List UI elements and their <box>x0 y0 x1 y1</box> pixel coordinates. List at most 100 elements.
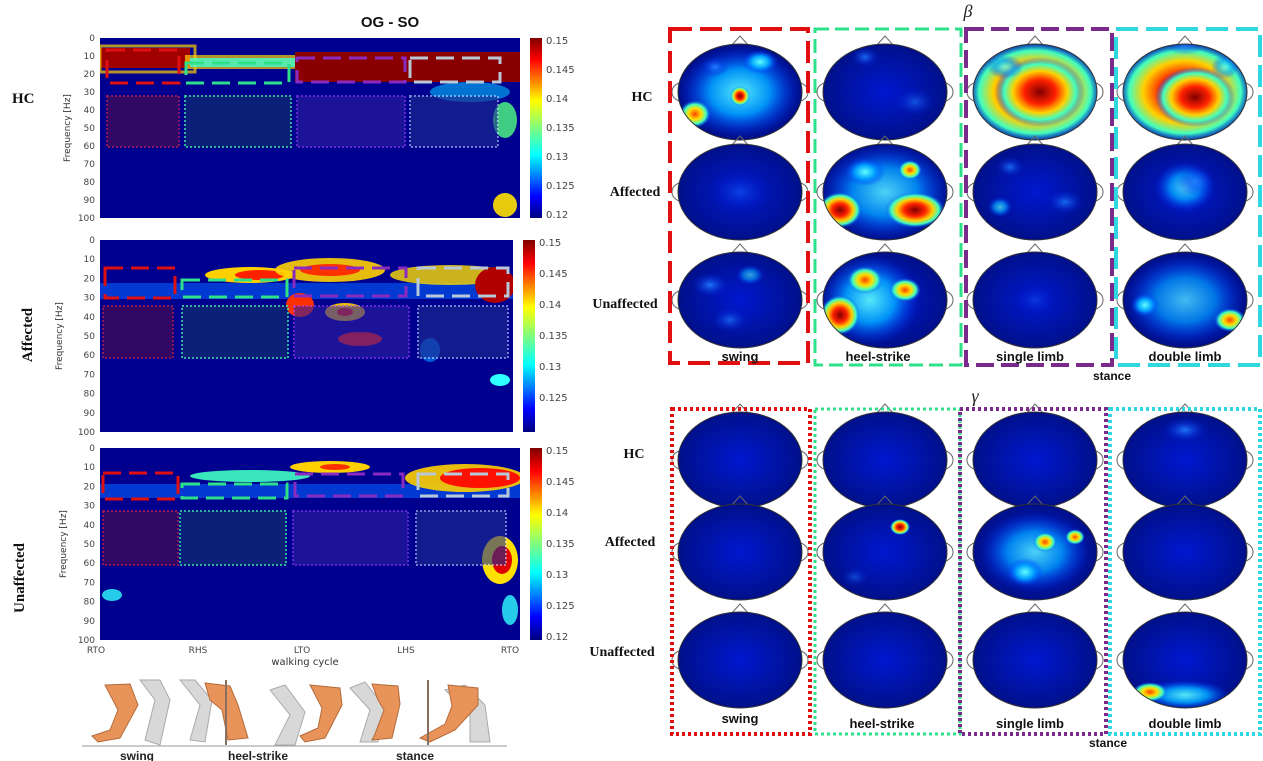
topo-row-hc-beta: HC <box>632 90 653 105</box>
freq-tick-label: 30 <box>84 88 96 98</box>
topo-row-affected-beta: Affected <box>610 185 661 200</box>
gamma-topomap-hc-2 <box>966 403 1104 509</box>
colorbar-unaffected <box>530 448 542 640</box>
gamma-topomap-hc-3 <box>1116 403 1254 509</box>
beta-topomap-unaffected-1 <box>816 243 954 349</box>
freq-tick-label: 10 <box>84 52 96 62</box>
gamma-phase-double-limb: double limb <box>1149 716 1222 731</box>
gamma-phase-single-limb: single limb <box>996 716 1064 731</box>
beta-topomap-unaffected-3 <box>1116 243 1254 349</box>
gamma-frame-swing <box>670 407 812 736</box>
gamma-topomap-affected-3 <box>1116 495 1254 601</box>
walking-cycle-tick-label: LTO <box>294 646 310 656</box>
gamma-topomap-hc-1 <box>816 403 954 509</box>
beta-frame-double-limb <box>1114 27 1262 367</box>
freq-tick-label: 30 <box>84 502 96 512</box>
gamma-frame-single-limb <box>958 407 1108 736</box>
freq-tick-label: 50 <box>84 540 96 550</box>
gamma-topomap-hc-0 <box>671 403 809 509</box>
gamma-topomap-unaffected-0 <box>671 603 809 709</box>
gamma-topomap-affected-2 <box>966 495 1104 601</box>
walking-cycle-tick-label: LHS <box>397 646 415 656</box>
colorbar-tick-label: 0.15 <box>546 36 568 47</box>
freq-tick-label: 30 <box>84 294 96 304</box>
spectrogram-hc-yticks: 0 10 20 30 40 50 60 70 80 90 100 <box>78 34 95 224</box>
gamma-topomap-affected-1 <box>816 495 954 601</box>
gamma-phase-swing: swing <box>722 711 759 726</box>
beta-phase-swing: swing <box>722 349 759 364</box>
beta-frame-single-limb <box>964 27 1114 367</box>
freq-tick-label: 90 <box>84 409 96 419</box>
freq-tick-label: 0 <box>89 444 95 454</box>
beta-frame-swing <box>668 27 810 365</box>
freq-tick-label: 50 <box>84 124 96 134</box>
gamma-symbol: γ <box>971 386 979 406</box>
freq-tick-label: 10 <box>84 463 96 473</box>
spectrogram-unaffected-yticks: 0 10 20 30 40 50 60 70 80 90 100 <box>78 444 95 646</box>
colorbar-hc-ticks: 0.15 0.145 0.14 0.135 0.13 0.125 0.12 <box>546 36 575 221</box>
row-label-unaffected: Unaffected <box>12 542 28 613</box>
freq-tick-label: 40 <box>84 106 96 116</box>
freq-tick-label: 60 <box>84 559 96 569</box>
beta-topomap-affected-1 <box>816 135 954 241</box>
gamma-phase-heel-strike: heel-strike <box>849 716 914 731</box>
colorbar-tick-label: 0.125 <box>546 181 575 192</box>
gamma-frame-double-limb <box>1108 407 1262 736</box>
freq-tick-label: 90 <box>84 617 96 627</box>
gait-label-stance: stance <box>396 749 434 761</box>
beta-topomap-hc-1 <box>816 35 954 141</box>
spectrogram-affected-yticks: 0 10 20 30 40 50 60 70 80 90 100 <box>78 236 95 438</box>
colorbar-tick-label: 0.14 <box>539 300 561 311</box>
colorbar-tick-label: 0.125 <box>539 393 568 404</box>
row-label-affected: Affected <box>20 307 36 362</box>
beta-topomap-hc-2 <box>966 35 1104 141</box>
colorbar-tick-label: 0.135 <box>546 123 575 134</box>
row-label-hc: HC <box>12 91 35 107</box>
freq-tick-label: 100 <box>78 428 95 438</box>
walking-cycle-tick-label: RTO <box>501 646 519 656</box>
walking-cycle-tick-label: RHS <box>189 646 208 656</box>
beta-topomap-unaffected-0 <box>671 243 809 349</box>
freq-tick-label: 0 <box>89 34 95 44</box>
gait-label-heel-strike: heel-strike <box>228 749 288 761</box>
gait-illustration <box>82 678 507 748</box>
freq-tick-label: 40 <box>84 313 96 323</box>
freq-tick-label: 40 <box>84 521 96 531</box>
beta-phase-heel-strike: heel-strike <box>845 349 910 364</box>
freq-tick-label: 80 <box>84 178 96 188</box>
gamma-topomaps <box>671 403 1254 709</box>
freq-tick-label: 80 <box>84 390 96 400</box>
topo-row-hc-gamma: HC <box>624 447 645 462</box>
colorbar-affected-ticks: 0.15 0.145 0.14 0.135 0.13 0.125 <box>539 238 568 404</box>
colorbar-tick-label: 0.125 <box>546 601 575 612</box>
colorbar-tick-label: 0.13 <box>546 152 568 163</box>
colorbar-unaffected-ticks: 0.15 0.145 0.14 0.135 0.13 0.125 0.12 <box>546 446 575 643</box>
figure-title: OG - SO <box>361 14 420 31</box>
freq-tick-label: 20 <box>84 70 96 80</box>
beta-phase-double-limb: double limb <box>1149 349 1222 364</box>
colorbar-tick-label: 0.15 <box>546 446 568 457</box>
gamma-topomap-unaffected-3 <box>1116 603 1254 709</box>
colorbar-tick-label: 0.145 <box>546 65 575 76</box>
spectrogram-affected-ylabel: Frequency [Hz] <box>55 302 65 370</box>
freq-tick-label: 50 <box>84 332 96 342</box>
beta-topomaps <box>671 35 1254 349</box>
walking-cycle-label: walking cycle <box>271 657 338 668</box>
topo-row-unaffected-beta: Unaffected <box>592 297 658 312</box>
freq-tick-label: 90 <box>84 196 96 206</box>
colorbar-tick-label: 0.135 <box>546 539 575 550</box>
freq-tick-label: 70 <box>84 160 96 170</box>
walking-cycle-ticks: RTO RHS LTO LHS RTO <box>87 646 519 656</box>
beta-topomap-affected-3 <box>1116 135 1254 241</box>
freq-tick-label: 70 <box>84 370 96 380</box>
freq-tick-label: 60 <box>84 351 96 361</box>
beta-topomap-hc-3 <box>1116 35 1254 141</box>
freq-tick-label: 70 <box>84 578 96 588</box>
walking-cycle-tick-label: RTO <box>87 646 105 656</box>
colorbar-tick-label: 0.14 <box>546 508 568 519</box>
colorbar-tick-label: 0.14 <box>546 94 568 105</box>
freq-tick-label: 100 <box>78 214 95 224</box>
colorbar-tick-label: 0.13 <box>539 362 561 373</box>
beta-symbol: β <box>963 1 973 21</box>
